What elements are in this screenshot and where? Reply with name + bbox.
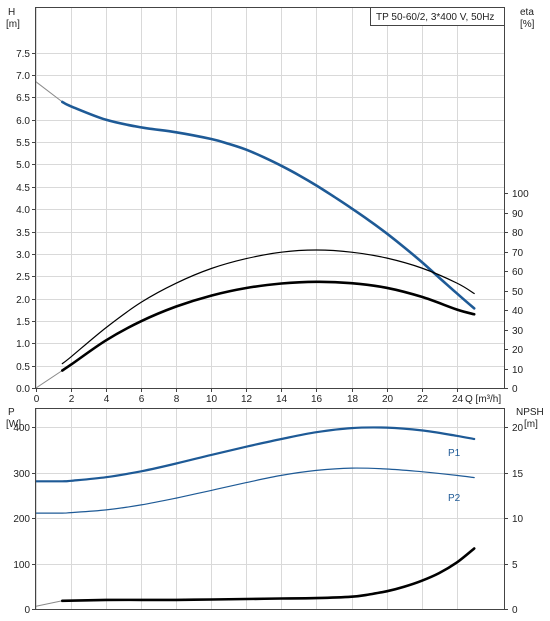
x-tick-label: 20 [382, 394, 394, 405]
p-tick-label: 200 [13, 514, 30, 525]
x-tick-label: 22 [417, 394, 429, 405]
x-tick-label: 0 [34, 394, 40, 405]
p-tick-label: 400 [13, 423, 30, 434]
p-tick-label: 100 [13, 560, 30, 571]
h-tick-label: 4.0 [16, 205, 30, 216]
bottom-power-p2-line [35, 467, 475, 514]
p-tick-label: 300 [13, 469, 30, 480]
bottom-npsh-extended-line [35, 600, 63, 607]
x-tick-label: 24 [452, 394, 464, 405]
x-tick-label: 2 [69, 394, 75, 405]
x-tick-label: 8 [174, 394, 180, 405]
x-tick-label: 6 [139, 394, 145, 405]
top-efficiency-thin-line [61, 249, 475, 365]
p-tick-label: 0 [24, 605, 30, 616]
eta-tick-label: 90 [512, 209, 524, 220]
npsh-tick-label: 5 [512, 560, 518, 571]
npsh-tick-label: 0 [512, 605, 518, 616]
series-label-p2: P2 [448, 493, 461, 504]
eta-tick-label: 40 [512, 306, 524, 317]
top-chart-grid [36, 8, 504, 389]
top-efficiency-extended-line [35, 370, 63, 389]
h-tick-label: 1.5 [16, 317, 30, 328]
series-label-p1: P1 [448, 448, 461, 459]
top-chart-series [35, 81, 476, 389]
h-tick-label: 6.5 [16, 93, 30, 104]
eta-tick-label: 30 [512, 326, 524, 337]
bottom-power-p1-line [34, 426, 476, 483]
h-tick-label: 3.5 [16, 228, 30, 239]
right-axis-label-npsh: NPSH [516, 407, 544, 418]
bottom-npsh-line [61, 547, 476, 603]
h-tick-label: 2.0 [16, 295, 30, 306]
left-axis-label-h: H [8, 7, 15, 18]
top-head-extended-line [35, 81, 63, 103]
top-efficiency-line [61, 280, 476, 372]
eta-tick-label: 20 [512, 345, 524, 356]
x-tick-label: 4 [104, 394, 110, 405]
x-axis-label-q: Q [m³/h] [465, 394, 501, 405]
eta-tick-label: 10 [512, 365, 524, 376]
h-tick-label: 6.0 [16, 116, 30, 127]
x-tick-label: 14 [276, 394, 288, 405]
bottom-chart-grid [36, 409, 504, 610]
eta-tick-label: 80 [512, 228, 524, 239]
x-tick-label: 12 [241, 394, 253, 405]
x-tick-label: 16 [311, 394, 323, 405]
npsh-tick-label: 10 [512, 514, 524, 525]
h-tick-label: 0.5 [16, 362, 30, 373]
eta-tick-label: 70 [512, 248, 524, 259]
x-tick-label: 10 [206, 394, 218, 405]
top-chart-frame [35, 7, 505, 389]
chart-title: TP 50-60/2, 3*400 V, 50Hz [376, 12, 494, 23]
right-axis-unit-eta: [%] [520, 19, 535, 30]
eta-tick-label: 50 [512, 287, 524, 298]
npsh-tick-label: 20 [512, 423, 524, 434]
h-tick-label: 2.5 [16, 272, 30, 283]
right-axis-label-eta: eta [520, 7, 534, 18]
h-tick-label: 7.0 [16, 71, 30, 82]
h-tick-label: 1.0 [16, 339, 30, 350]
h-tick-label: 5.5 [16, 138, 30, 149]
x-tick-label: 18 [347, 394, 359, 405]
eta-tick-label: 0 [512, 384, 518, 395]
h-tick-label: 5.0 [16, 160, 30, 171]
top-chart-tick-labels: 0 2 4 6 8 10 12 14 16 18 20 22 240.00.51.01.52.02.53… [16, 49, 529, 405]
eta-tick-label: 100 [512, 189, 529, 200]
npsh-tick-label: 15 [512, 469, 524, 480]
eta-tick-label: 60 [512, 267, 524, 278]
bottom-chart-frame [35, 408, 505, 610]
h-tick-label: 3.0 [16, 250, 30, 261]
right-axis-unit-npsh: [m] [524, 419, 538, 430]
h-tick-label: 4.5 [16, 183, 30, 194]
left-axis-label-p: P [8, 407, 15, 418]
left-axis-unit-h: [m] [6, 19, 20, 30]
bottom-chart-series [34, 426, 476, 607]
left-axis-unit-p: [W] [6, 419, 21, 430]
top-head-line [61, 100, 476, 310]
chart-title-box [370, 7, 505, 26]
h-tick-label: 7.5 [16, 49, 30, 60]
h-tick-label: 0.0 [16, 384, 30, 395]
